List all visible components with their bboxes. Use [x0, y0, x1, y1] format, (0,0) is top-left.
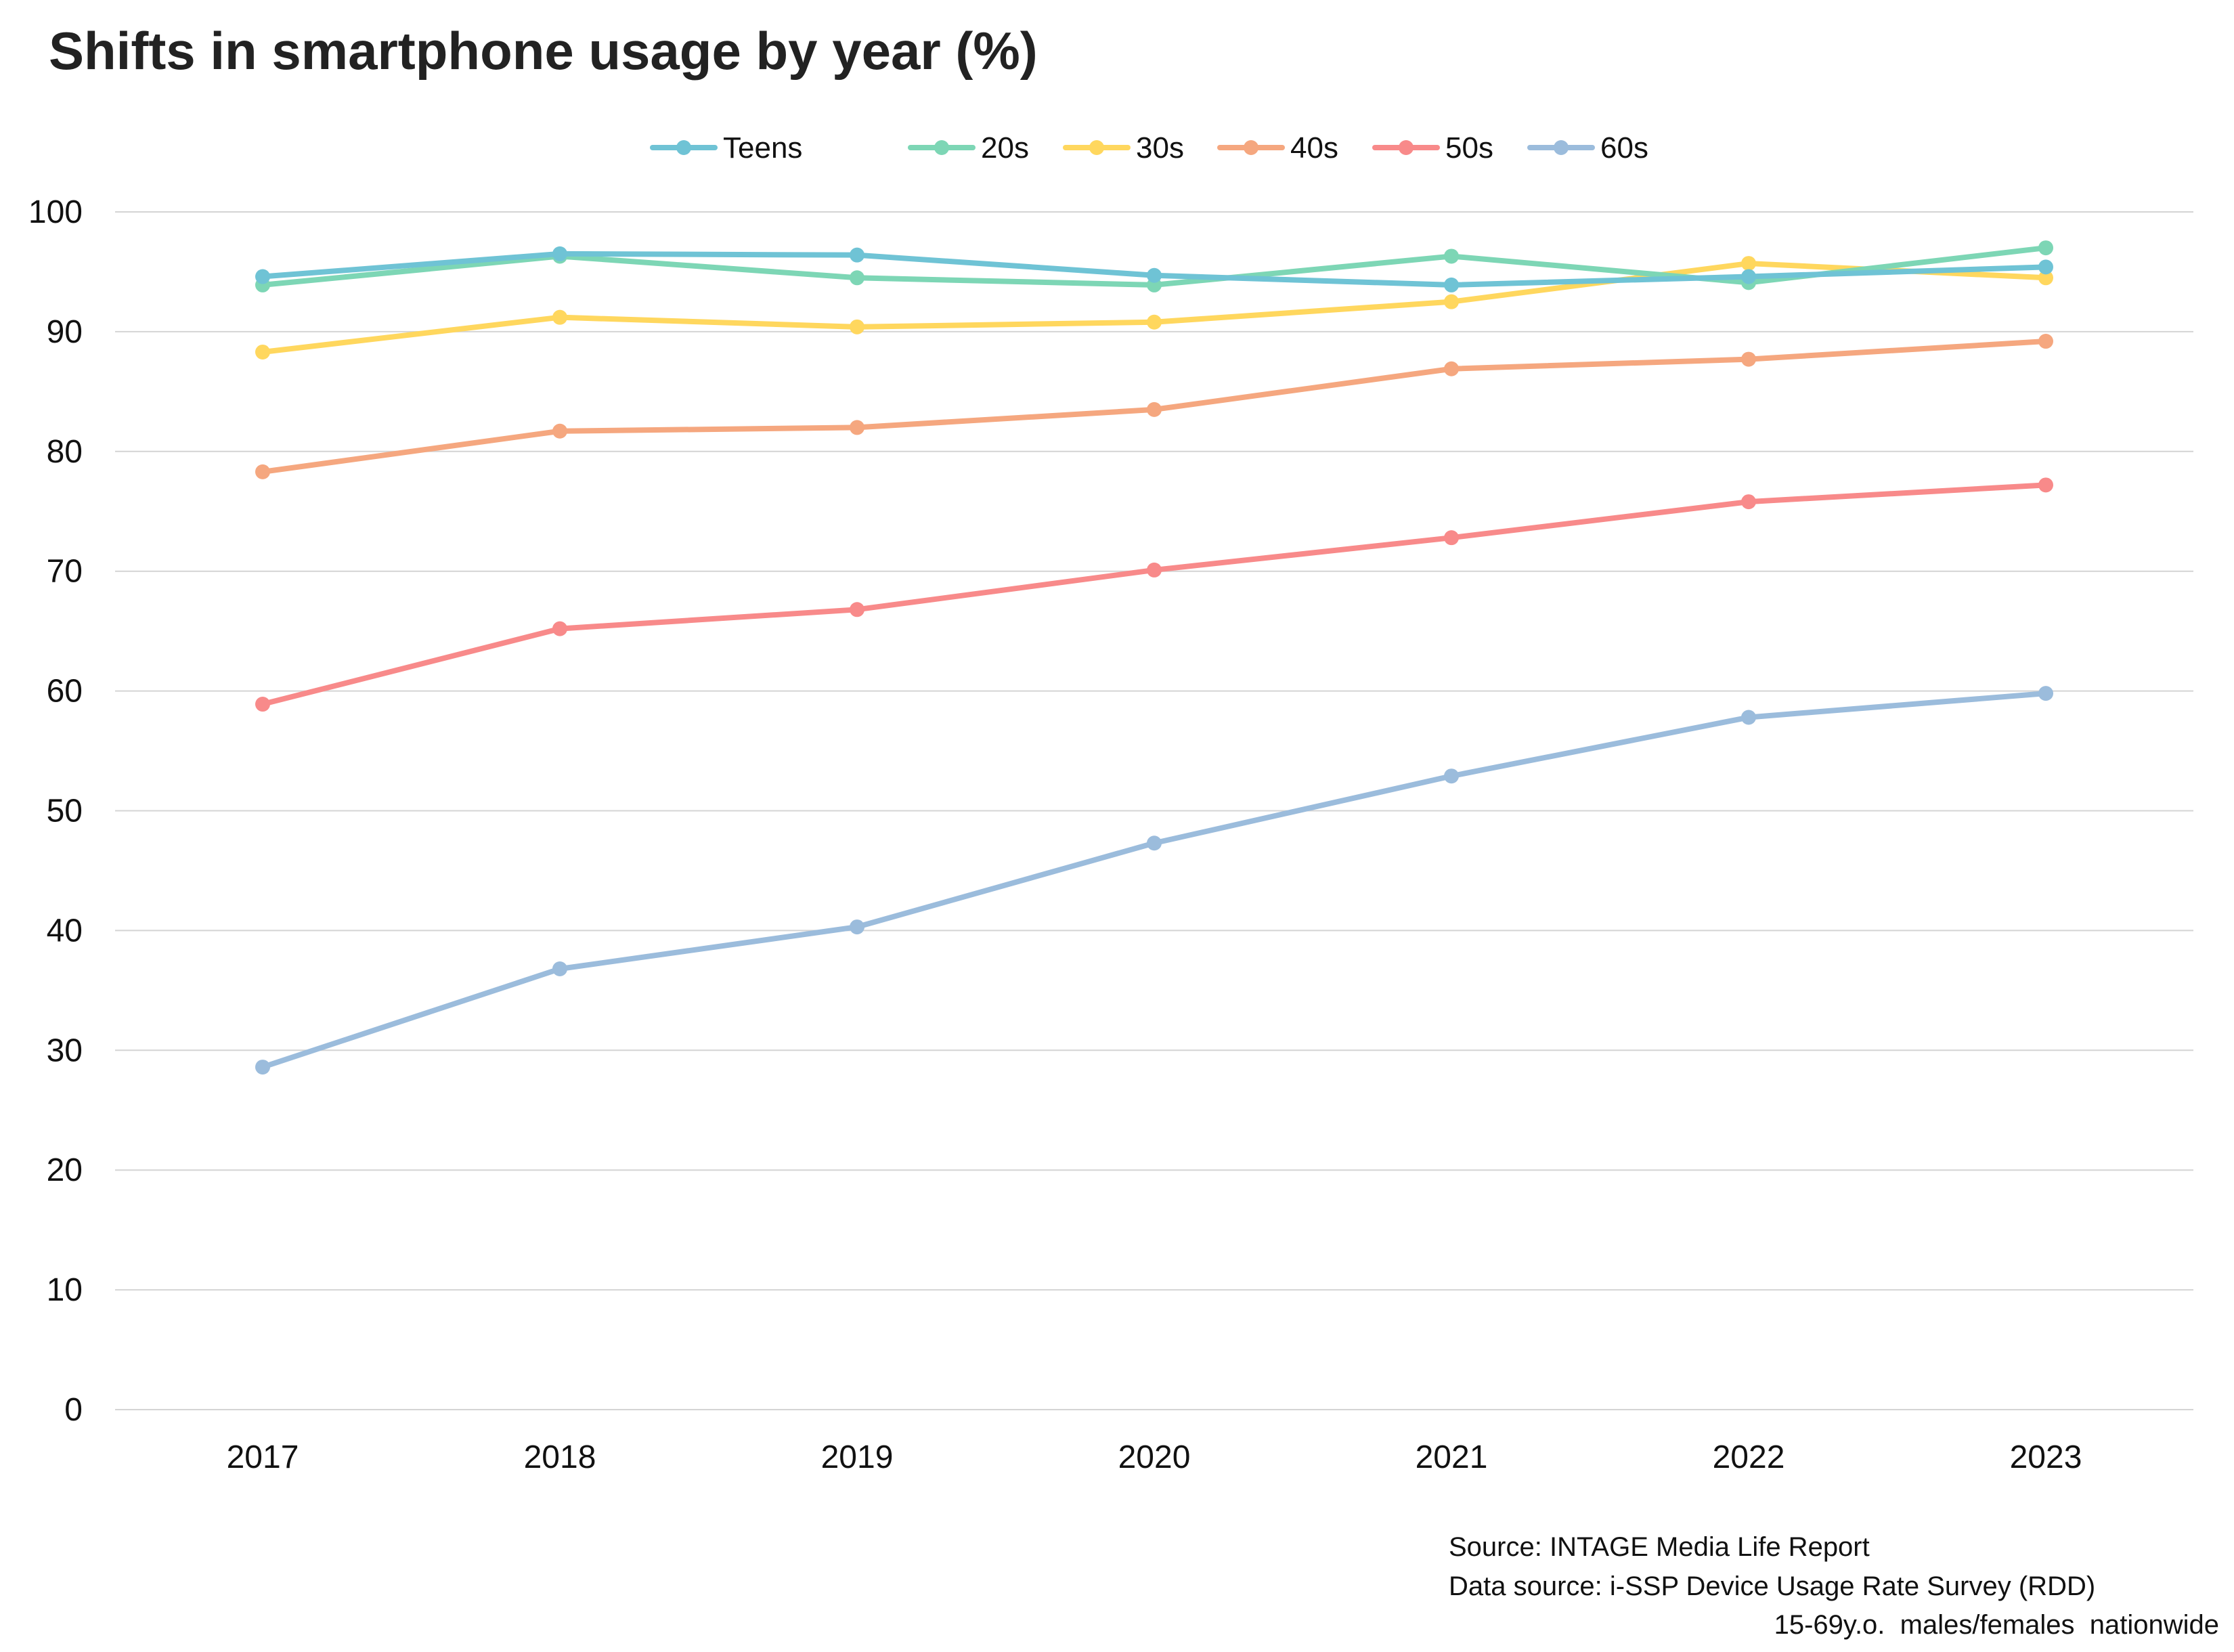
legend-label: 40s — [1290, 131, 1338, 165]
data-point — [255, 464, 270, 479]
series-60s — [255, 686, 2053, 1075]
legend-item-50s: 50s — [1372, 131, 1493, 165]
data-point — [1147, 401, 1162, 417]
data-point — [850, 919, 864, 935]
series-30s — [255, 256, 2053, 360]
legend-item-20s: 20s — [908, 131, 1029, 165]
data-point — [1741, 351, 1756, 367]
x-tick-label: 2018 — [524, 1439, 596, 1475]
data-point — [1741, 269, 1756, 284]
data-point — [1444, 768, 1459, 784]
source-line-1: Source: INTAGE Media Life Report — [1449, 1532, 1870, 1562]
data-point — [850, 602, 864, 617]
data-point — [1147, 267, 1162, 283]
data-point — [255, 269, 270, 284]
legend-item-teens: Teens — [650, 131, 802, 165]
data-point — [2038, 270, 2053, 286]
legend: Teens 20s 30s 40s 50s 60s — [650, 131, 1648, 165]
legend-label: 30s — [1136, 131, 1184, 165]
data-point — [1444, 277, 1459, 292]
data-point — [552, 309, 567, 325]
x-tick-label: 2017 — [227, 1439, 299, 1475]
series-line — [260, 691, 2049, 1070]
data-point — [552, 246, 567, 261]
data-point — [255, 344, 270, 360]
data-point — [2038, 334, 2053, 349]
legend-swatch-marker — [1244, 140, 1258, 155]
y-tick-label: 60 — [47, 674, 83, 710]
data-point — [2038, 477, 2053, 493]
x-tick-label: 2020 — [1118, 1439, 1191, 1475]
data-point — [1741, 256, 1756, 271]
y-tick-label: 70 — [47, 554, 83, 590]
data-point — [850, 319, 864, 334]
series-line — [260, 482, 2049, 708]
data-point — [1444, 361, 1459, 376]
data-point — [850, 270, 864, 286]
legend-swatch-marker — [1399, 140, 1414, 155]
data-point — [552, 961, 567, 977]
x-axis-ticks: 2017 2018 2019 2020 2021 2022 2023 — [227, 1439, 2082, 1475]
y-tick-label: 50 — [47, 794, 83, 829]
y-tick-label: 10 — [47, 1272, 83, 1308]
data-point — [1147, 562, 1162, 578]
data-point — [1147, 835, 1162, 851]
data-point — [2038, 686, 2053, 701]
chart-title: Shifts in smartphone usage by year (%) — [49, 21, 1038, 81]
series-40s — [255, 334, 2053, 479]
legend-label: 50s — [1445, 131, 1493, 165]
legend-label: Teens — [723, 131, 802, 165]
data-point — [1147, 314, 1162, 330]
x-tick-label: 2019 — [821, 1439, 894, 1475]
y-tick-label: 80 — [47, 434, 83, 470]
legend-swatch-marker — [676, 140, 691, 155]
legend-item-40s: 40s — [1217, 131, 1338, 165]
x-tick-label: 2021 — [1416, 1439, 1488, 1475]
data-point — [2038, 240, 2053, 256]
legend-swatch-marker — [1554, 140, 1569, 155]
data-point — [1444, 530, 1459, 546]
y-tick-label: 0 — [64, 1392, 83, 1428]
data-point — [552, 423, 567, 439]
data-point — [255, 1060, 270, 1075]
y-tick-label: 100 — [28, 194, 83, 230]
series-layer — [255, 240, 2053, 1075]
legend-item-60s: 60s — [1527, 131, 1648, 165]
data-point — [2038, 259, 2053, 275]
y-tick-label: 40 — [47, 913, 83, 949]
y-tick-label: 20 — [47, 1152, 83, 1188]
data-point — [1444, 294, 1459, 309]
x-tick-label: 2023 — [2010, 1439, 2082, 1475]
data-point — [850, 247, 864, 263]
x-tick-label: 2022 — [1713, 1439, 1785, 1475]
series-50s — [255, 477, 2053, 712]
y-axis-ticks: 0 10 20 30 40 50 60 70 80 90 100 — [28, 194, 83, 1428]
legend-label: 20s — [981, 131, 1029, 165]
data-point — [1741, 710, 1756, 725]
y-tick-label: 90 — [47, 314, 83, 350]
data-point — [1741, 494, 1756, 510]
gridlines — [115, 211, 2193, 1410]
data-point — [1444, 248, 1459, 264]
source-line-3: 15-69y.o. males/females nationwide — [1774, 1610, 2219, 1640]
series-teens — [255, 246, 2053, 292]
legend-label: 60s — [1600, 131, 1648, 165]
data-point — [552, 621, 567, 636]
source-line-2: Data source: i-SSP Device Usage Rate Sur… — [1449, 1571, 2095, 1601]
data-point — [850, 420, 864, 435]
y-tick-label: 30 — [47, 1032, 83, 1068]
legend-swatch-marker — [1089, 140, 1104, 155]
legend-item-30s: 30s — [1063, 131, 1184, 165]
data-point — [255, 697, 270, 712]
legend-swatch-marker — [934, 140, 949, 155]
